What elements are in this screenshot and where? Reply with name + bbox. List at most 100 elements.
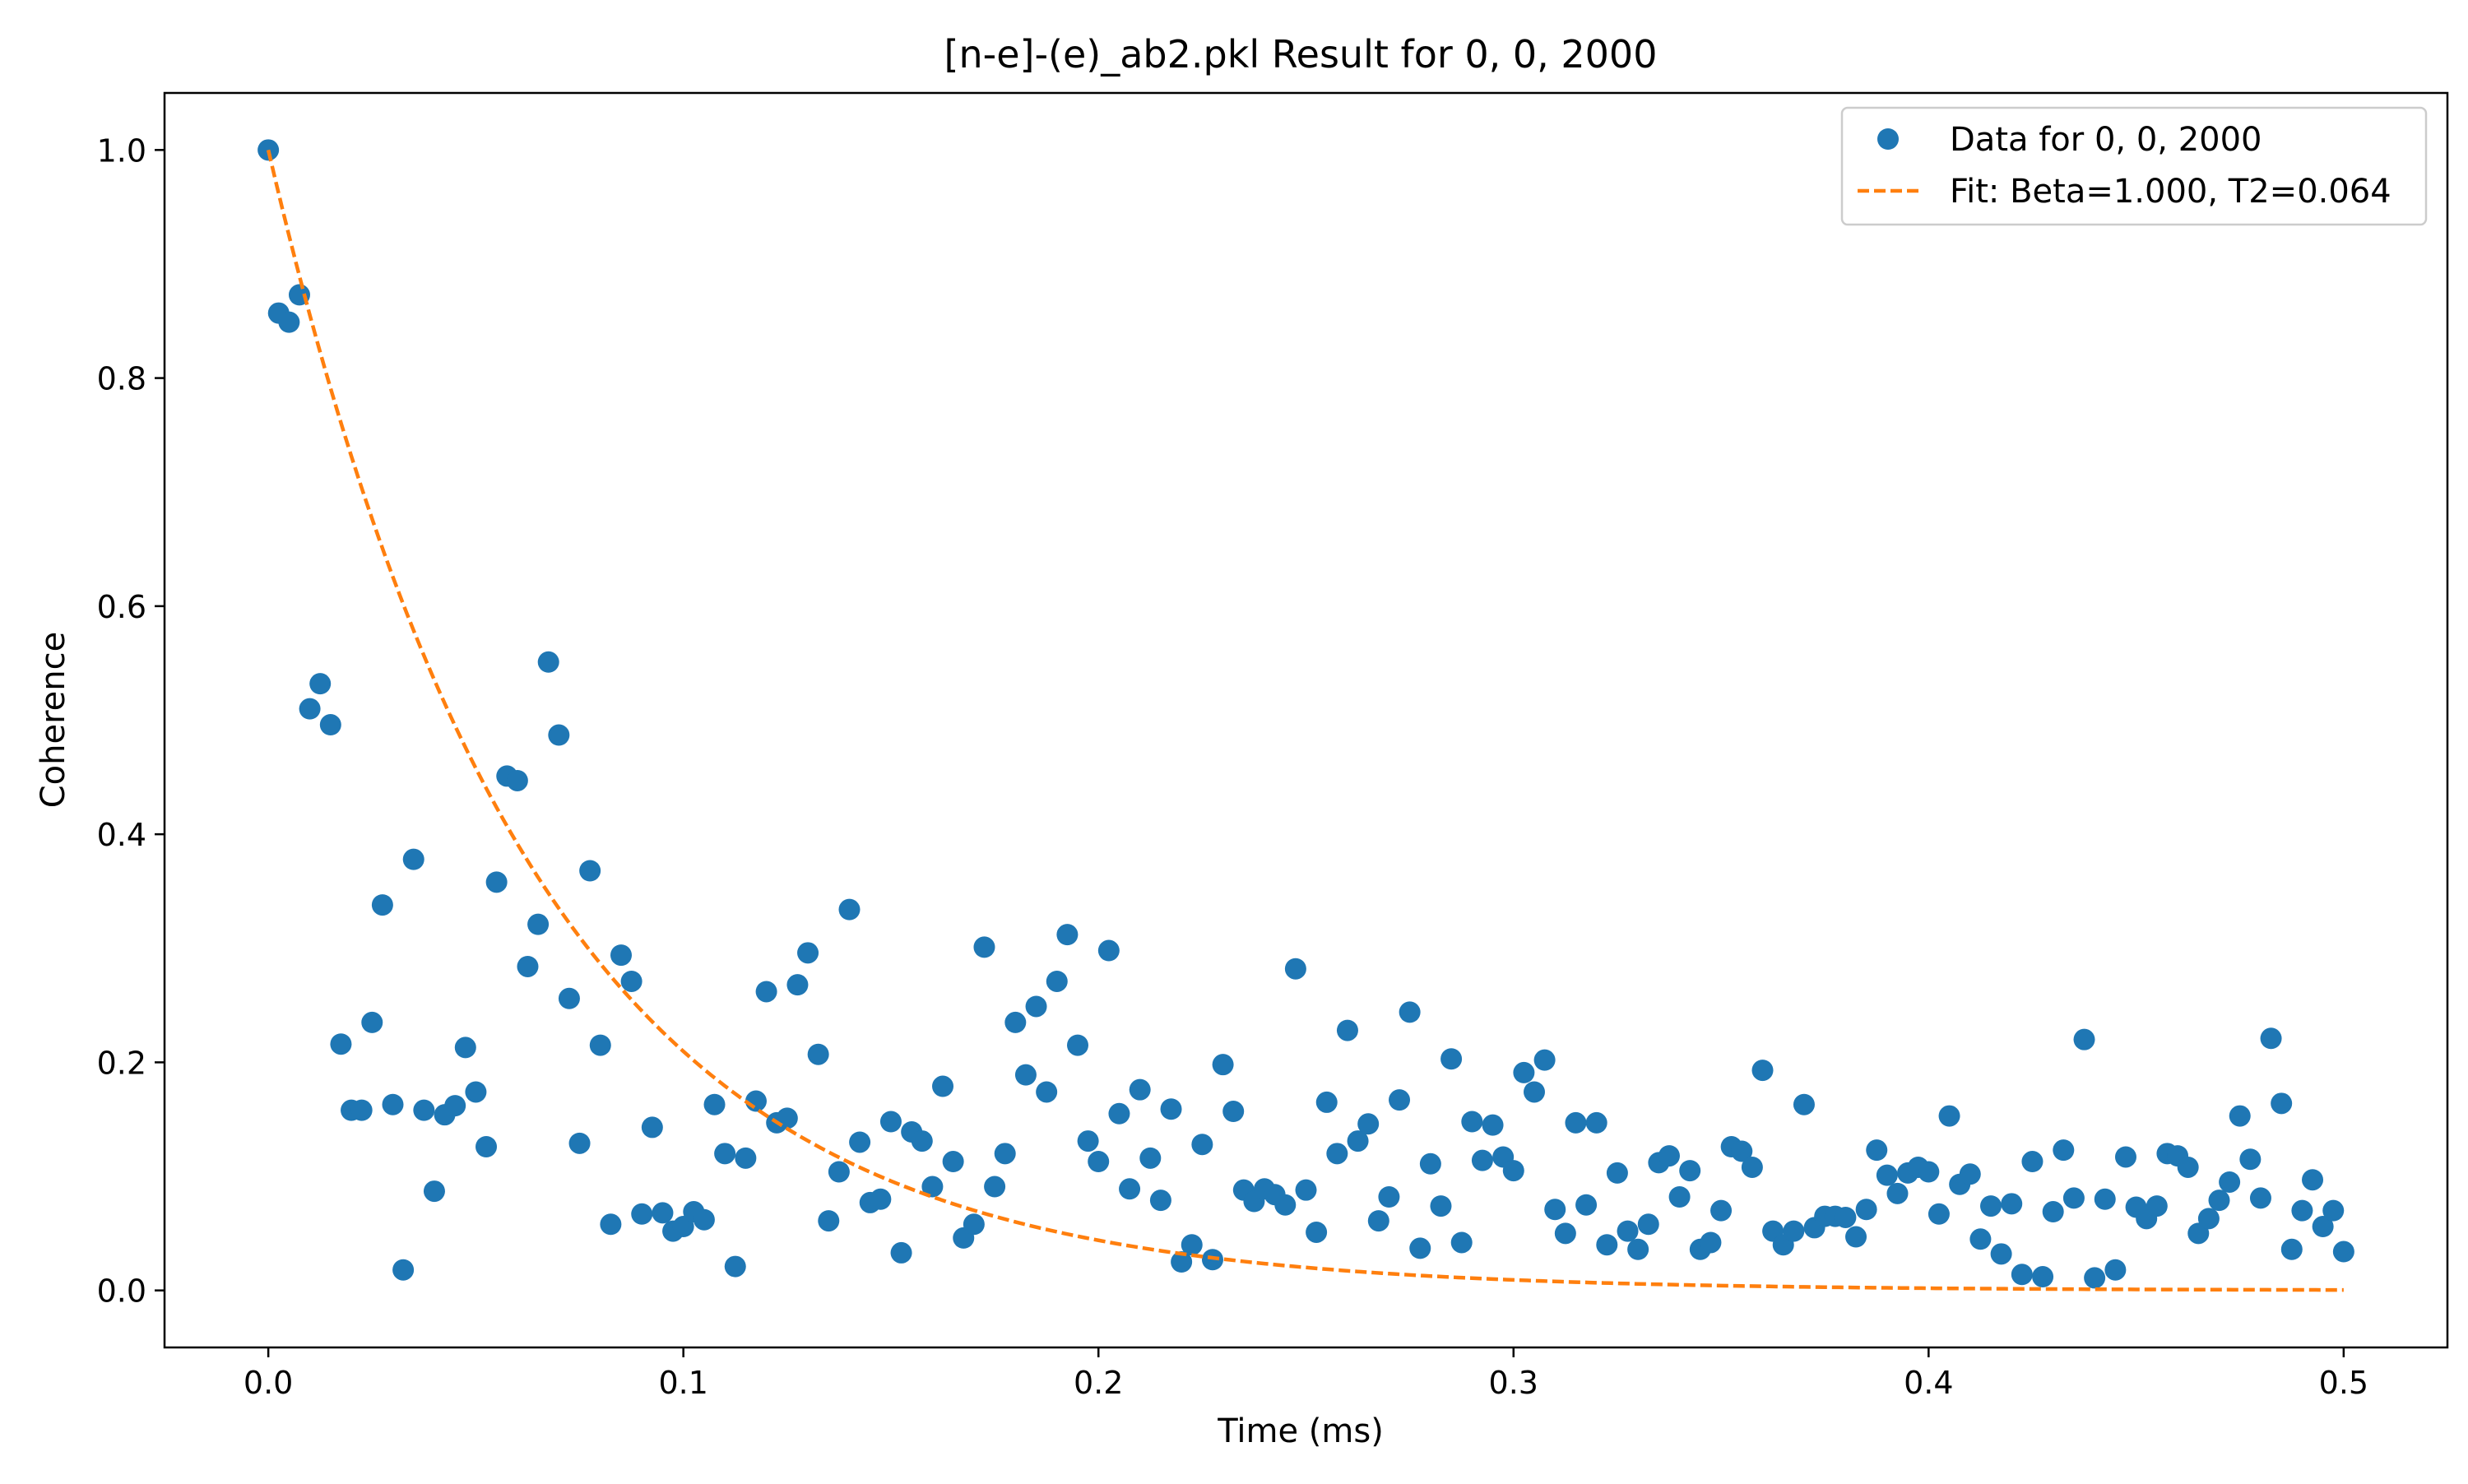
data-point: [2104, 1259, 2127, 1281]
data-point: [1222, 1101, 1245, 1123]
data-point: [2146, 1195, 2168, 1217]
data-point: [2219, 1171, 2241, 1193]
data-point: [382, 1093, 404, 1115]
x-tick-label: 0.1: [658, 1365, 707, 1401]
data-point: [413, 1099, 435, 1121]
y-tick-label: 0.8: [97, 361, 146, 397]
data-point: [703, 1093, 726, 1115]
data-point: [465, 1081, 487, 1103]
data-point: [631, 1203, 653, 1225]
data-point: [1938, 1105, 1960, 1127]
data-point: [797, 942, 819, 964]
data-point: [1741, 1156, 1763, 1178]
data-point: [589, 1034, 611, 1056]
x-tick-label: 0.0: [244, 1365, 293, 1401]
data-point: [1409, 1237, 1431, 1259]
data-point: [2332, 1241, 2354, 1263]
data-point: [1160, 1098, 1182, 1120]
data-point: [724, 1255, 746, 1278]
data-point: [963, 1213, 985, 1236]
x-tick-label: 0.4: [1904, 1365, 1953, 1401]
data-point: [2271, 1092, 2293, 1115]
data-point: [1336, 1019, 1358, 1041]
data-point: [1108, 1102, 1130, 1125]
x-axis-label: Time (ms): [1217, 1412, 1384, 1450]
data-point: [1679, 1160, 1701, 1182]
data-point: [807, 1043, 829, 1065]
legend-label-fit: Fit: Beta=1.000, T2=0.064: [1950, 173, 2391, 211]
data-point: [1046, 970, 1068, 992]
data-point: [537, 651, 559, 673]
data-point: [1367, 1210, 1389, 1232]
data-point: [2229, 1105, 2251, 1127]
data-point: [828, 1161, 850, 1183]
data-point: [309, 673, 332, 695]
data-point: [278, 311, 300, 333]
data-point: [361, 1011, 383, 1033]
data-point: [1524, 1081, 1545, 1103]
data-point: [818, 1210, 840, 1232]
data-point: [2011, 1264, 2033, 1286]
data-point: [1036, 1081, 1058, 1103]
data-point: [921, 1176, 944, 1198]
data-point: [1212, 1054, 1234, 1076]
data-point: [1533, 1049, 1556, 1071]
data-point: [755, 981, 777, 1003]
data-point: [1959, 1163, 1981, 1185]
data-point: [1461, 1111, 1483, 1133]
data-point: [1585, 1111, 1607, 1134]
data-point: [942, 1151, 964, 1173]
data-point: [1969, 1228, 1992, 1250]
data-point: [1855, 1199, 1877, 1221]
data-point: [392, 1259, 415, 1281]
data-point: [2197, 1208, 2220, 1230]
data-point: [672, 1216, 694, 1238]
legend-frame: [1840, 106, 2428, 226]
x-tick-label: 0.5: [2319, 1365, 2368, 1401]
data-point: [1990, 1243, 2012, 1265]
data-point: [1596, 1234, 1618, 1256]
data-point: [1326, 1143, 1348, 1165]
data-point: [1554, 1222, 1576, 1245]
data-point: [454, 1036, 476, 1059]
data-point: [610, 944, 632, 967]
data-point: [2073, 1028, 2095, 1050]
data-point: [1575, 1194, 1598, 1216]
data-point: [984, 1176, 1006, 1198]
data-point: [2260, 1027, 2282, 1050]
data-point: [1606, 1162, 1628, 1184]
data-point: [890, 1241, 912, 1264]
data-point: [1502, 1160, 1524, 1182]
y-tick-label: 0.6: [97, 589, 146, 625]
data-point: [2042, 1201, 2064, 1223]
data-point: [1004, 1011, 1027, 1033]
data-point: [1793, 1093, 1815, 1115]
data-point: [1980, 1195, 2002, 1217]
data-point: [652, 1202, 674, 1224]
x-tick-label: 0.3: [1489, 1365, 1538, 1401]
data-point: [299, 698, 321, 720]
data-point: [402, 848, 424, 870]
data-point: [1295, 1179, 1317, 1201]
data-point: [1783, 1220, 1805, 1242]
data-point: [1378, 1186, 1400, 1208]
data-point: [423, 1180, 445, 1203]
data-point: [444, 1095, 466, 1117]
data-point: [1419, 1152, 1441, 1175]
data-point: [1731, 1140, 1753, 1162]
y-tick-label: 0.2: [97, 1045, 146, 1081]
legend: Data for 0, 0, 2000 Fit: Beta=1.000, T2=…: [1840, 106, 2428, 226]
data-point: [1067, 1034, 1088, 1056]
data-point: [1347, 1130, 1369, 1152]
data-point: [2291, 1199, 2313, 1222]
data-point: [1129, 1078, 1151, 1101]
data-point: [330, 1033, 352, 1055]
data-point: [1513, 1061, 1535, 1083]
data-point: [257, 139, 280, 161]
data-point: [2302, 1169, 2324, 1191]
data-point: [714, 1143, 736, 1165]
data-point: [568, 1132, 591, 1154]
